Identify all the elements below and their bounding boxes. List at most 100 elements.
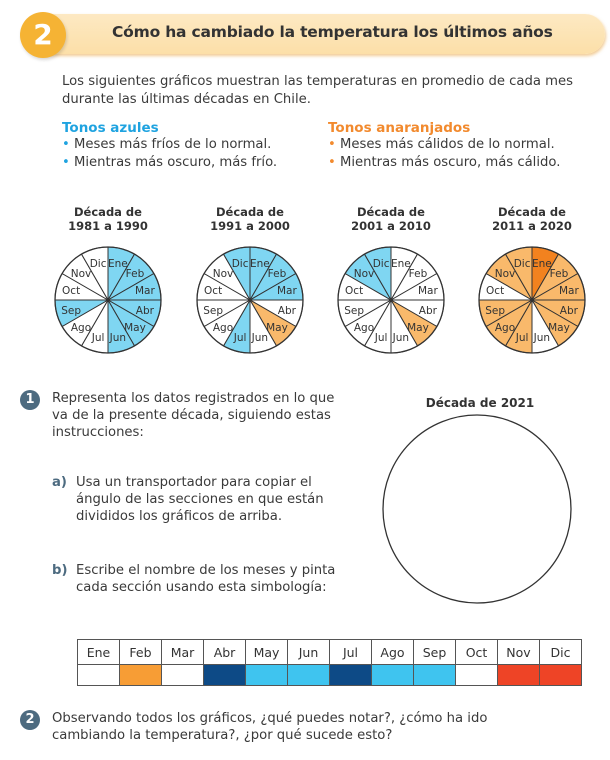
pie-slice-label: Ago (495, 322, 515, 334)
pie-slice-label: Feb (550, 268, 569, 280)
symbology-swatch-dic (539, 664, 582, 686)
bullet-icon: • (62, 137, 74, 152)
legend-blue-title: Tonos azules (62, 120, 159, 136)
pie-slice-label: Oct (204, 285, 222, 297)
pie-slice-label: Jun (392, 332, 409, 344)
pie-slice-label: Mar (559, 285, 579, 297)
pie-slice-label: Dic (373, 258, 390, 270)
pie-slice-label: Feb (126, 268, 145, 280)
pie-center-dot (248, 298, 252, 302)
symbology-swatch-nov (497, 664, 540, 686)
bullet-icon: • (328, 155, 340, 170)
pie-center-dot (389, 298, 393, 302)
symbology-swatch-feb (119, 664, 162, 686)
pie-outline (478, 246, 586, 354)
pie-slice-label: Ago (354, 322, 374, 334)
pie-slice-label: Oct (62, 285, 80, 297)
pie-slice-label: Sep (344, 305, 364, 317)
pie-slice-label: May (266, 322, 288, 334)
pie-outline (54, 246, 162, 354)
pie-title-line1: Década de (216, 205, 284, 219)
pie-slice-label: Jun (251, 332, 268, 344)
empty-circle[interactable] (382, 414, 572, 604)
symbology-month-dic: Dic (539, 639, 582, 665)
pie-slice-label: Ene (250, 258, 270, 270)
pie-center-dot (530, 298, 534, 302)
pie-title-line2: 2001 a 2010 (351, 219, 431, 233)
bullet-icon: • (328, 137, 340, 152)
section-number-badge: 2 (20, 12, 66, 58)
question-1b: b) Escribe el nombre de los meses y pint… (52, 562, 352, 596)
pie-outline (196, 246, 304, 354)
pie-slice-label: May (407, 322, 429, 334)
pie-slice-label: Nov (495, 268, 516, 280)
pie-slice-label: Jul (233, 332, 247, 344)
pie-slice-label: Feb (268, 268, 287, 280)
pie-title-2001: Década de 2001 a 2010 (331, 205, 451, 233)
question-1a-label: a) (52, 475, 67, 490)
pie-slice-label: Abr (419, 305, 438, 317)
symbology-swatch-ene (77, 664, 120, 686)
symbology-swatch-oct (455, 664, 498, 686)
symbology-month-ago: Ago (371, 639, 414, 665)
pie-slice-label: Sep (485, 305, 505, 317)
legend-blue-item-text: Meses más fríos de lo normal. (73, 137, 272, 152)
pie-slice-label: Sep (61, 305, 81, 317)
pie-slice-label: Abr (136, 305, 155, 317)
section-banner (40, 14, 605, 54)
symbology-swatch-jul (329, 664, 372, 686)
pie-slice-label: Jun (109, 332, 126, 344)
legend-blue-item-text: Mientras más oscuro, más frío. (73, 155, 278, 170)
empty-pie-chart[interactable] (380, 412, 576, 608)
pie-slice-label: Mar (135, 285, 155, 297)
pie-slice-label: May (548, 322, 570, 334)
question-2-text: Observando todos los gráficos, ¿qué pued… (52, 711, 488, 743)
question-1b-label: b) (52, 563, 68, 578)
pie-slice-label: Jun (533, 332, 550, 344)
symbology-month-nov: Nov (497, 639, 540, 665)
pie-title-1981: Década de 1981 a 1990 (48, 205, 168, 233)
pie-slice-label: Ene (108, 258, 128, 270)
legend-blue-item: • Meses más fríos de lo normal. (62, 136, 277, 154)
symbology-month-oct: Oct (455, 639, 498, 665)
legend-blue: Tonos azules • Meses más fríos de lo nor… (62, 120, 277, 172)
symbology-swatch-may (245, 664, 288, 686)
symbology-month-mar: Mar (161, 639, 204, 665)
pie-title-line2: 1991 a 2000 (210, 219, 290, 233)
symbology-header-row: Ene Feb Mar Abr May Jun Jul Ago Sep Oct Nov Dic (77, 639, 582, 665)
pie-slice-label: Jul (374, 332, 388, 344)
pie-slice-label: Mar (418, 285, 438, 297)
pie-title-line1: Década de (357, 205, 425, 219)
symbology-month-feb: Feb (119, 639, 162, 665)
symbology-swatch-mar (161, 664, 204, 686)
pie-slice-label: Abr (560, 305, 579, 317)
symbology-month-jul: Jul (329, 639, 372, 665)
pie-title-line1: Década de (74, 205, 142, 219)
empty-chart-title: Década de 2021 (425, 396, 535, 410)
symbology-month-may: May (245, 639, 288, 665)
symbology-month-sep: Sep (413, 639, 456, 665)
legend-blue-item: • Mientras más oscuro, más frío. (62, 154, 277, 172)
symbology-month-jun: Jun (287, 639, 330, 665)
pie-slice-label: Mar (277, 285, 297, 297)
pie-slice-label: Jul (91, 332, 105, 344)
pie-slice-label: Sep (203, 305, 223, 317)
question-1b-text: Escribe el nombre de los meses y pinta c… (76, 563, 336, 595)
legend-orange: Tonos anaranjados • Meses más cálidos de… (328, 120, 560, 172)
question-2-badge: 2 (20, 710, 40, 730)
symbology-swatch-jun (287, 664, 330, 686)
pie-slice-label: Ene (532, 258, 552, 270)
legend-orange-title: Tonos anaranjados (328, 120, 471, 136)
pie-slice-label: Dic (90, 258, 107, 270)
pie-slice-label: Ago (71, 322, 91, 334)
pie-title-1991: Década de 1991 a 2000 (190, 205, 310, 233)
symbology-month-abr: Abr (203, 639, 246, 665)
pie-slice-label: Dic (514, 258, 531, 270)
pie-slice-label: Oct (486, 285, 504, 297)
legend-orange-item: • Mientras más oscuro, más cálido. (328, 154, 560, 172)
